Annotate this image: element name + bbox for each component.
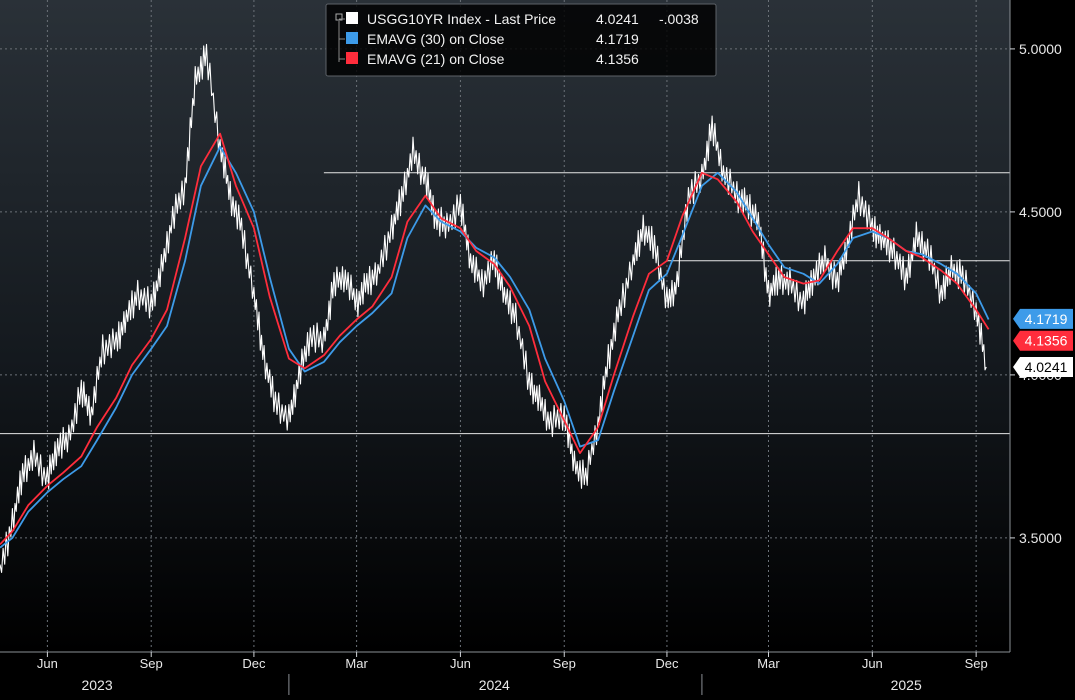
x-axis: Jun Sep Dec Mar Jun Sep Dec Mar Jun Sep 2023 2024 20… xyxy=(37,652,988,695)
legend-box xyxy=(325,3,717,77)
x-tick-label: Mar xyxy=(757,656,780,671)
legend-value: 4.1719 xyxy=(596,31,639,47)
legend-swatch xyxy=(346,32,358,44)
legend-value: 4.0241 xyxy=(596,11,639,27)
y-tick-label: 5.0000 xyxy=(1019,41,1062,57)
x-tick-label: Sep xyxy=(553,656,576,671)
x-tick-label: Dec xyxy=(655,656,679,671)
legend-label: EMAVG (21) on Close xyxy=(367,51,505,67)
last-value-box xyxy=(1013,330,1073,351)
series-line-3 xyxy=(0,132,990,546)
legend[interactable]: USGG10YR Index - Last Price 4.0241 -.0038 E… xyxy=(325,3,717,77)
y-tick-label: 4.5000 xyxy=(1019,204,1062,220)
legend-label: USGG10YR Index - Last Price xyxy=(367,11,556,27)
last-value-box xyxy=(1013,308,1073,329)
x-tick-label: Sep xyxy=(965,656,988,671)
x-tick-label: Jun xyxy=(862,656,883,671)
x-tick-label: Sep xyxy=(140,656,163,671)
year-label: 2023 xyxy=(81,677,112,693)
year-label: 2024 xyxy=(479,677,510,693)
last-value-text: 4.0241 xyxy=(1025,359,1068,375)
plot-background xyxy=(0,0,1010,652)
last-value-tag: 4.1719 xyxy=(1013,308,1073,329)
y-tick-label: 3.5000 xyxy=(1019,530,1062,546)
legend-value: 4.1356 xyxy=(596,51,639,67)
last-value-tag: 4.1356 xyxy=(1013,330,1073,351)
series-lines xyxy=(0,43,990,573)
x-tick-label: Dec xyxy=(242,656,266,671)
series-line-2 xyxy=(0,145,990,549)
x-tick-label: Mar xyxy=(345,656,368,671)
legend-label: EMAVG (30) on Close xyxy=(367,31,505,47)
x-tick-label: Jun xyxy=(450,656,471,671)
legend-swatch xyxy=(346,52,358,64)
legend-swatch xyxy=(346,12,358,24)
x-tick-label: Jun xyxy=(37,656,58,671)
last-value-text: 4.1719 xyxy=(1025,311,1068,327)
last-value-text: 4.1356 xyxy=(1025,333,1068,349)
last-value-tag: 4.0241 xyxy=(1013,357,1073,378)
last-value-labels: 4.1719 4.1356 4.0241 xyxy=(1013,308,1073,378)
year-label: 2025 xyxy=(891,677,922,693)
collapse-icon xyxy=(335,13,343,21)
series-line-1 xyxy=(0,43,987,573)
last-value-box xyxy=(1013,357,1073,378)
legend-change: -.0038 xyxy=(659,11,699,27)
